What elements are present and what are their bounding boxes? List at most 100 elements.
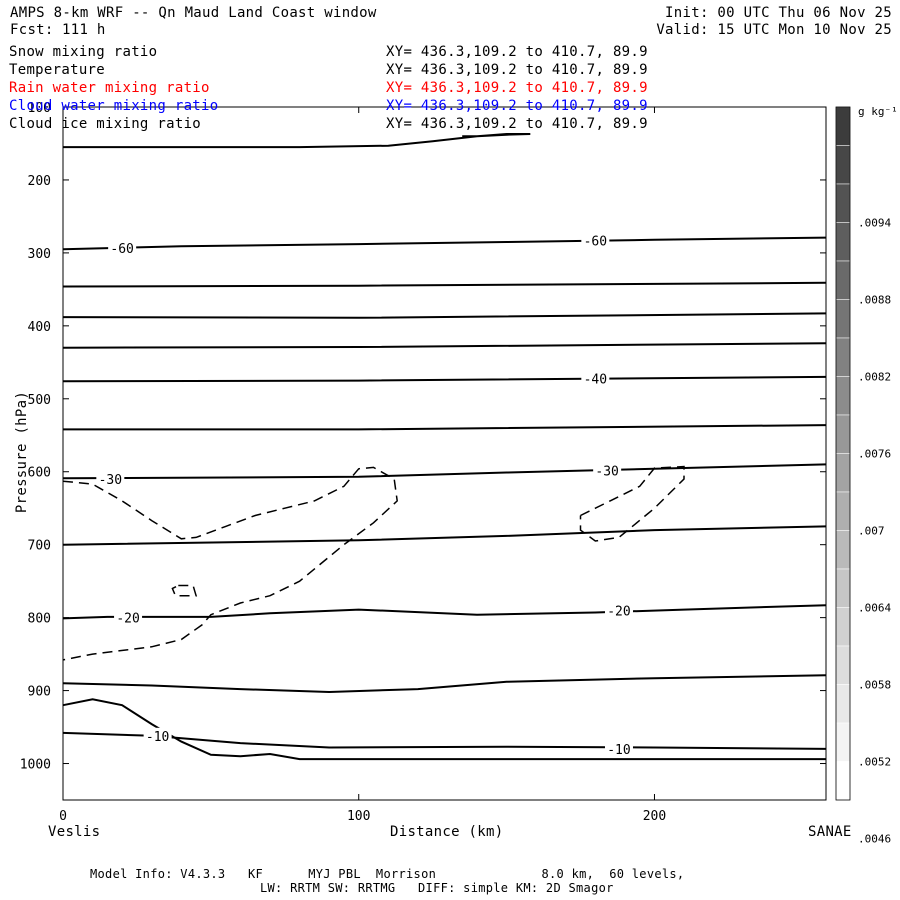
colorbar-swatch-13	[835, 607, 851, 647]
left-endpoint-label: Veslis	[48, 824, 101, 840]
colorbar-swatch-8	[835, 414, 851, 454]
forecast-hour: 111 h	[62, 22, 106, 38]
x-tick-label-200: 200	[643, 809, 666, 824]
chart-axes: 100 200 300 400 500 600 700 800 900 1000 0 100 200	[20, 101, 827, 824]
cloud-ice-contour-0	[62, 466, 398, 661]
colorbar-swatch-12	[835, 568, 851, 608]
colorbar-label-1: .0088	[858, 294, 891, 307]
contour-labels: -60 -60 -40 -30 -30 -20 -20 -10 -10	[96, 232, 633, 758]
legend-field-xy: XY= 436.3,109.2 to 410.7, 89.9	[386, 98, 648, 114]
colorbar-swatch-4	[835, 260, 851, 300]
colorbar: g kg⁻¹ .0094 .0088 .0082 .0076 .007 .0064 .0058…	[835, 105, 898, 846]
temperature-contour-7	[62, 463, 827, 480]
colorbar-label-7: .0052	[858, 756, 891, 769]
temperature-contour-1	[62, 236, 827, 251]
legend-field-name: Cloud water mixing ratio	[9, 98, 219, 114]
legend-field-xy: XY= 436.3,109.2 to 410.7, 89.9	[386, 116, 648, 132]
y-tick-label-900: 900	[28, 685, 51, 700]
cloud-ice-contour-1	[171, 584, 198, 597]
contour-label-12-1: -10	[607, 743, 630, 758]
y-tick-label-100: 100	[28, 101, 51, 116]
y-tick-label-500: 500	[28, 393, 51, 408]
contour-label-7-1: -30	[595, 464, 618, 479]
colorbar-swatch-9	[835, 453, 851, 493]
colorbar-swatch-16	[835, 722, 851, 762]
legend-field-name: Rain water mixing ratio	[9, 80, 210, 96]
legend-field-name: Cloud ice mixing ratio	[9, 116, 202, 132]
contour-label-9-0: -20	[116, 612, 139, 627]
x-axis-title: Distance (km)	[390, 824, 504, 840]
y-tick-label-600: 600	[28, 466, 51, 481]
legend-field-name: Temperature	[9, 62, 106, 78]
colorbar-swatch-17	[835, 761, 851, 801]
colorbar-label-4: .007	[858, 525, 885, 538]
contour-label-12-0: -10	[146, 730, 169, 745]
temperature-contour-10	[62, 674, 827, 694]
y-tick-label-400: 400	[28, 320, 51, 335]
temperature-contours	[62, 133, 827, 761]
colorbar-frame	[835, 106, 851, 801]
legend-field-xy: XY= 436.3,109.2 to 410.7, 89.9	[386, 44, 648, 60]
cloud-ice-contours	[62, 465, 685, 661]
colorbar-swatch-6	[835, 337, 851, 377]
right-endpoint-label: SANAE	[808, 824, 852, 840]
temperature-contour-0	[63, 133, 531, 149]
y-axis-title: Pressure (hPa)	[14, 390, 30, 514]
legend-field-xy: XY= 436.3,109.2 to 410.7, 89.9	[386, 62, 648, 78]
contour-label-bg-1-1	[581, 232, 610, 247]
init-time: Init: 00 UTC Thu 06 Nov 25	[665, 5, 892, 21]
contour-label-1-0: -60	[110, 242, 133, 257]
chart-title: AMPS 8-km WRF -- Qn Maud Land Coast wind…	[10, 5, 377, 21]
contour-label-bg-12-0	[143, 727, 172, 742]
colorbar-swatch-7	[835, 376, 851, 416]
x-tick-label-0: 0	[59, 809, 67, 824]
contour-label-bg-12-1	[604, 740, 633, 755]
temperature-contour-6	[63, 424, 827, 431]
forecast-label: Fcst:	[10, 22, 54, 38]
temperature-contour-8	[62, 525, 827, 546]
contour-label-5-0: -40	[584, 372, 607, 387]
y-tick-label-300: 300	[28, 247, 51, 262]
colorbar-swatch-11	[835, 530, 851, 570]
temperature-contour-12	[62, 731, 827, 750]
contour-label-bg-5-0	[581, 370, 610, 385]
y-tick-label-800: 800	[28, 612, 51, 627]
temperature-contour-4	[62, 342, 827, 349]
colorbar-swatch-1	[835, 145, 851, 185]
legend-field-xy: XY= 436.3,109.2 to 410.7, 89.9	[386, 80, 648, 96]
colorbar-swatch-0	[835, 106, 851, 146]
contour-label-9-1: -20	[607, 604, 630, 619]
colorbar-swatch-5	[835, 299, 851, 339]
contour-label-bg-1-0	[108, 239, 137, 254]
contour-label-bg-9-0	[114, 609, 143, 624]
plot-frame	[62, 106, 827, 801]
colorbar-swatch-3	[835, 222, 851, 262]
temperature-contour-2	[62, 281, 827, 288]
colorbar-label-3: .0076	[858, 448, 891, 461]
contour-label-1-1: -60	[584, 234, 607, 249]
colorbar-label-5: .0064	[858, 602, 891, 615]
y-tick-label-200: 200	[28, 174, 51, 189]
colorbar-swatch-10	[835, 491, 851, 531]
temperature-contour-11	[62, 698, 826, 761]
legend-field-name: Snow mixing ratio	[9, 44, 158, 60]
temperature-contour-5	[62, 375, 827, 383]
colorbar-label-2: .0082	[858, 371, 891, 384]
colorbar-swatch-14	[835, 645, 851, 685]
colorbar-unit: g kg⁻¹	[858, 105, 898, 118]
contour-label-bg-7-0	[96, 471, 125, 486]
temperature-contour-3	[62, 312, 827, 319]
colorbar-label-6: .0058	[858, 679, 891, 692]
contour-label-7-0: -30	[99, 473, 122, 488]
colorbar-swatch-2	[835, 183, 851, 223]
x-tick-label-100: 100	[347, 809, 370, 824]
temperature-contour-9	[62, 604, 827, 620]
y-tick-label-1000: 1000	[20, 758, 51, 773]
contour-label-bg-9-1	[604, 602, 633, 617]
colorbar-label-8: .0046	[858, 833, 891, 846]
cloud-ice-contour-2	[579, 465, 685, 542]
model-info-line1: Model Info: V4.3.3 KF MYJ PBL Morrison 8…	[90, 867, 685, 881]
contour-label-bg-7-1	[593, 462, 622, 477]
colorbar-swatch-15	[835, 684, 851, 724]
